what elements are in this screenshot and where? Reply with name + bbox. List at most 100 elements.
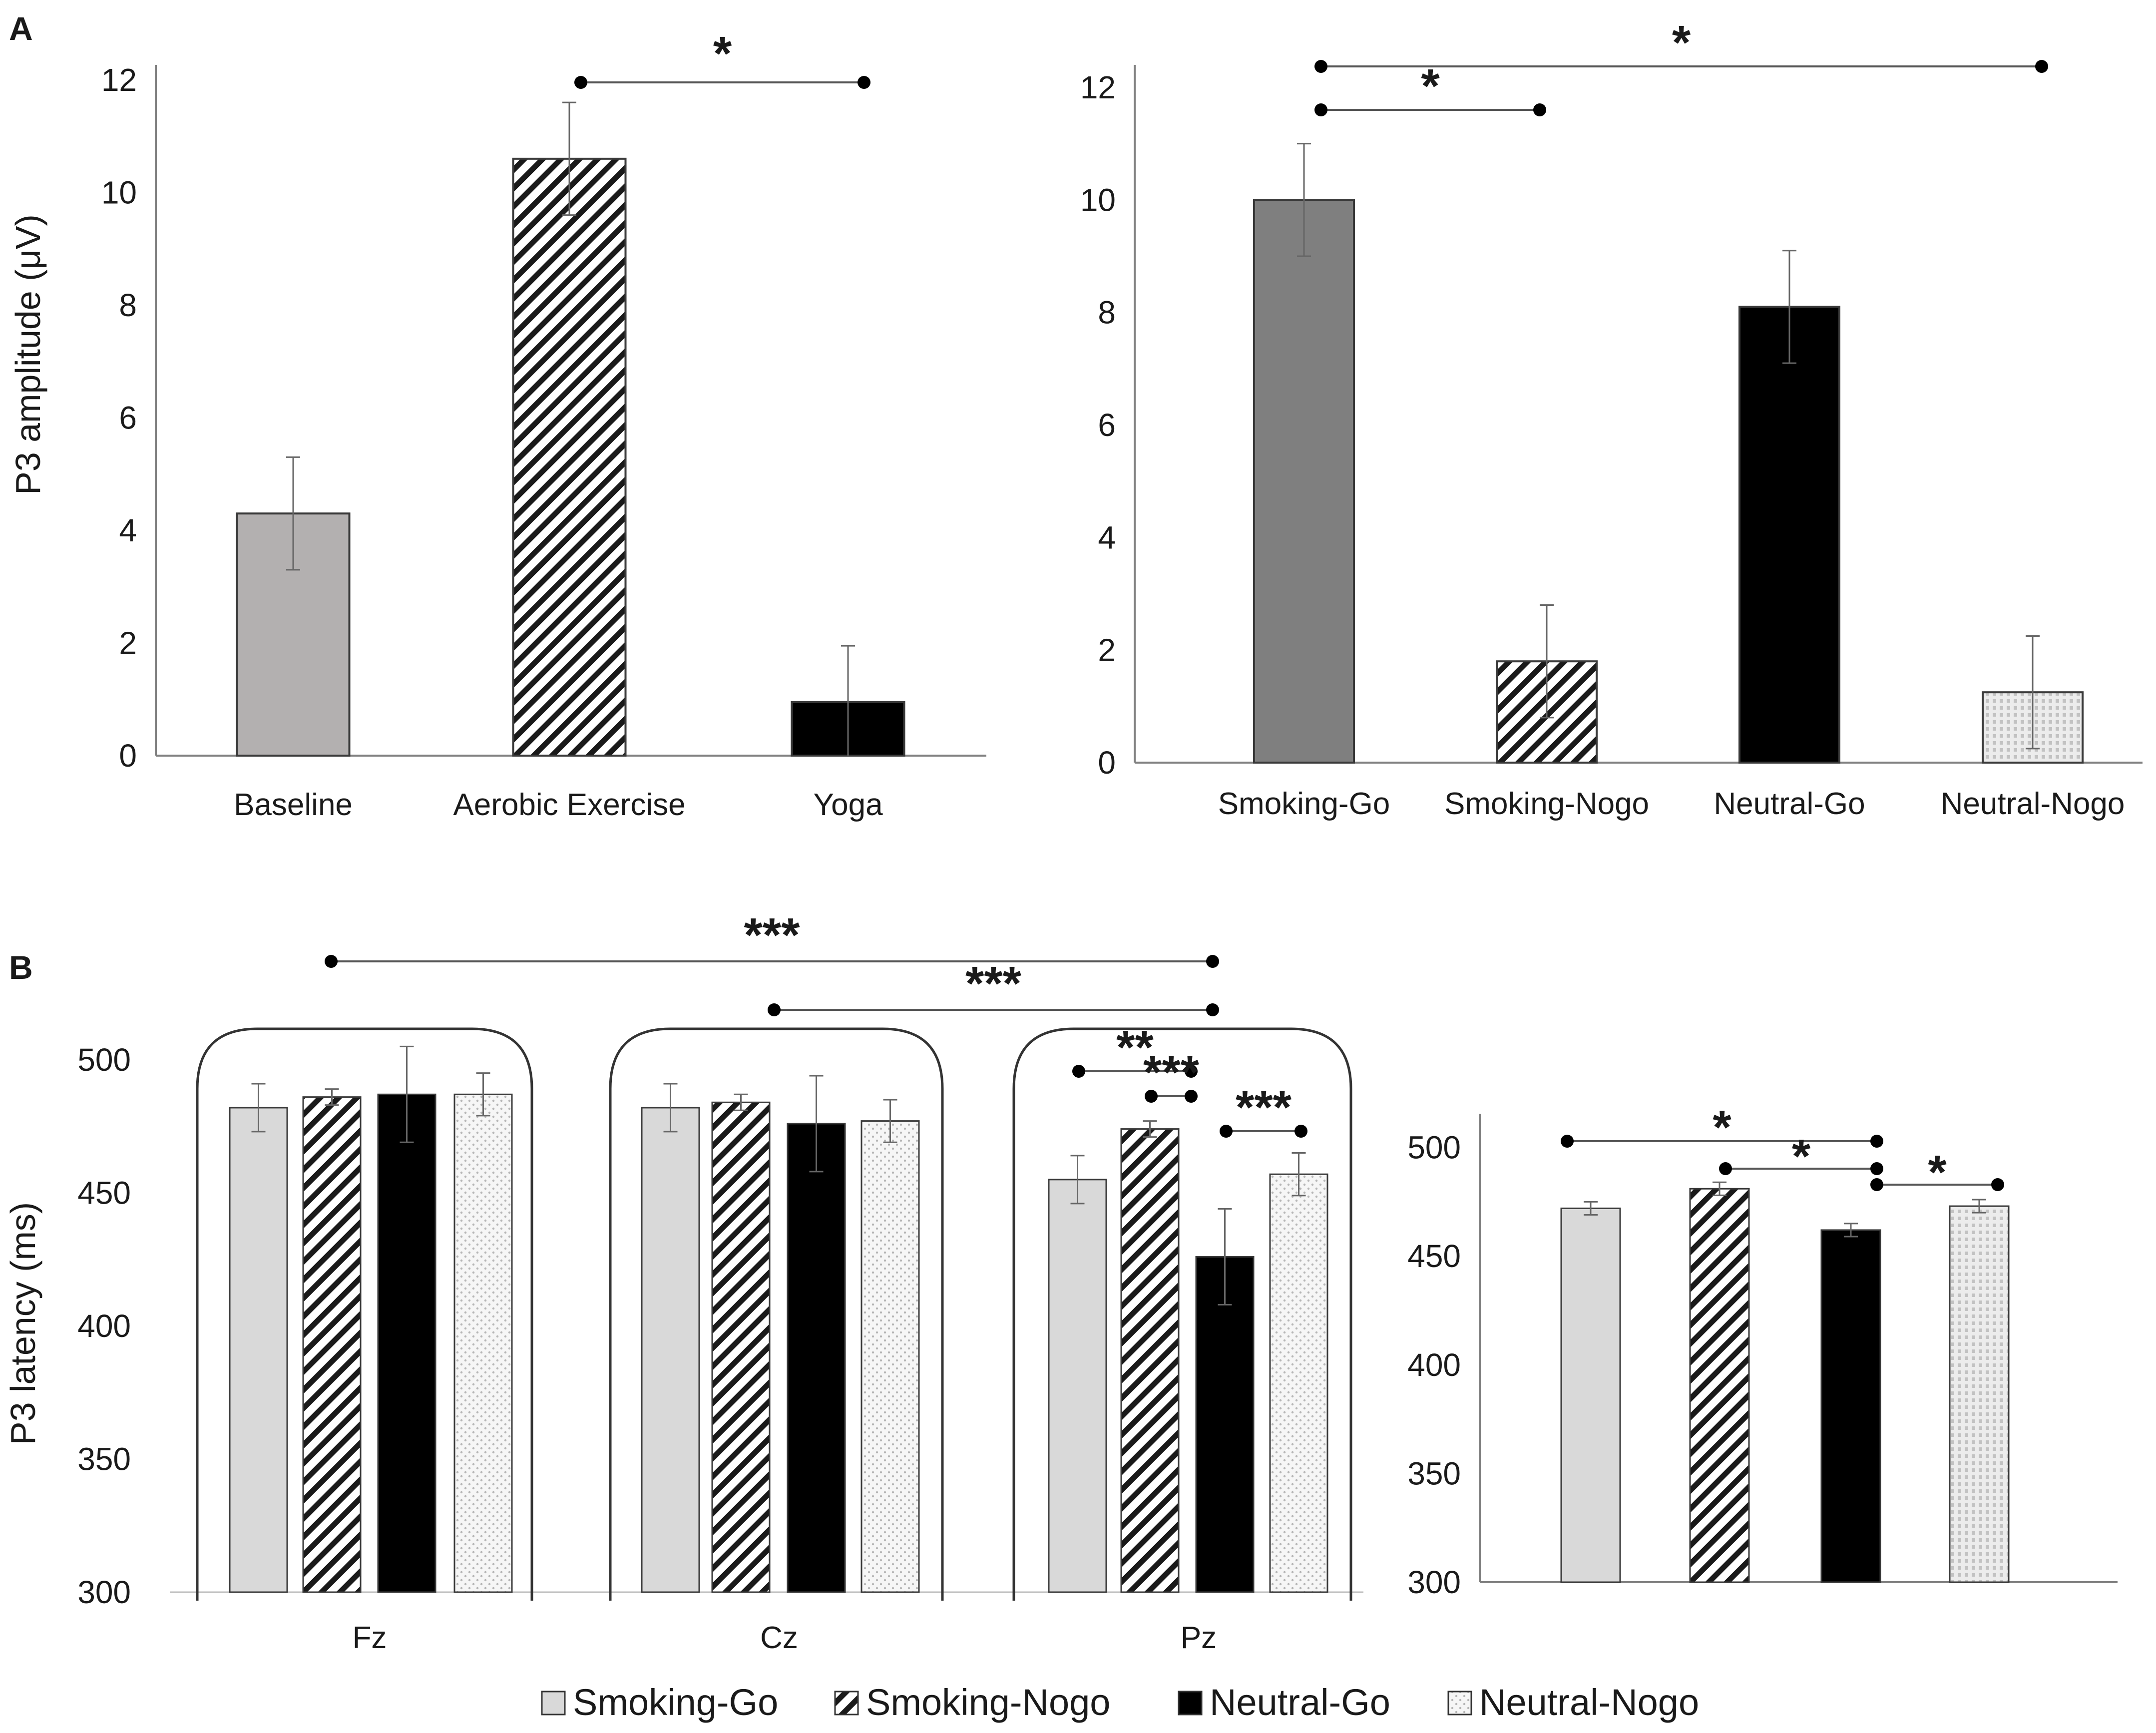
significance-endpoint <box>1991 1178 2004 1191</box>
bar-smoking-nogo-pz <box>1120 1128 1180 1593</box>
significance-label: * <box>1713 1101 1731 1154</box>
legend-label: Smoking-Go <box>573 1682 778 1723</box>
chart-a-right-amplitude-by-cue: 0 2 4 6 8 10 12 Smoking-Go Smoking-Nogo Neutral-G… <box>1080 16 2143 821</box>
y-tick-label: 400 <box>1407 1347 1461 1383</box>
y-tick-label: 450 <box>77 1175 131 1211</box>
y-tick-label: 6 <box>119 400 137 436</box>
y-tick-label: 10 <box>1080 182 1116 218</box>
legend: Smoking-Go Smoking-Nogo Neutral-Go Neutral-… <box>541 1682 1699 1723</box>
chart-b-left-y-label: P3 latency (ms) <box>3 1202 42 1445</box>
site-group-frame <box>196 1027 533 1601</box>
y-tick-label: 12 <box>101 62 137 98</box>
significance-endpoint <box>1220 1125 1233 1138</box>
significance-label: * <box>1672 16 1691 69</box>
y-tick-label: 0 <box>1098 745 1116 781</box>
significance-endpoint <box>1185 1065 1198 1078</box>
y-tick-label: 6 <box>1098 407 1116 443</box>
significance-endpoint <box>1206 955 1219 968</box>
bar-smoking-go <box>1253 199 1355 764</box>
x-category-label: Pz <box>1181 1621 1217 1655</box>
legend-label: Neutral-Go <box>1210 1682 1390 1723</box>
significance-endpoint <box>768 1003 781 1016</box>
significance-label: * <box>1928 1146 1947 1199</box>
bar-smoking-go <box>1560 1207 1621 1583</box>
site-group-frame <box>1012 1027 1352 1601</box>
x-category-label: Aerobic Exercise <box>453 788 685 822</box>
y-tick-label: 450 <box>1407 1238 1461 1274</box>
significance-label: ** <box>1116 1021 1154 1074</box>
significance-label: * <box>1421 59 1440 113</box>
significance-endpoint <box>1533 103 1546 116</box>
significance-endpoint <box>1185 1090 1198 1103</box>
significance-endpoint <box>1145 1090 1158 1103</box>
x-category-label: Smoking-Nogo <box>1444 787 1649 821</box>
y-tick-label: 2 <box>1098 632 1116 668</box>
x-category-label: Baseline <box>234 788 353 822</box>
significance-endpoint <box>1870 1178 1883 1191</box>
legend-swatch-neutral-nogo <box>1447 1691 1472 1716</box>
significance-endpoint <box>1314 103 1327 116</box>
bar-neutral-go <box>1738 306 1840 764</box>
x-category-label: Neutral-Go <box>1714 787 1865 821</box>
significance-label: *** <box>1236 1081 1292 1134</box>
significance-endpoint <box>325 955 338 968</box>
legend-swatch-neutral-go <box>1178 1691 1203 1716</box>
significance-label: *** <box>965 957 1022 1010</box>
chart-a-left-amplitude-by-condition: 0 2 4 6 8 10 12 Baseline Aerobic Exercise Yoga * <box>101 27 986 822</box>
bar-neutral-go-pz <box>1195 1256 1255 1593</box>
bar-neutral-go <box>1820 1229 1881 1583</box>
y-tick-label: 400 <box>77 1308 131 1344</box>
y-tick-label: 10 <box>101 175 137 211</box>
y-tick-label: 2 <box>119 625 137 661</box>
significance-endpoint <box>1870 1162 1883 1175</box>
significance-endpoint <box>1314 60 1327 73</box>
y-tick-label: 8 <box>1098 295 1116 331</box>
legend-swatch-smoking-go <box>541 1691 566 1716</box>
significance-label: *** <box>744 908 800 962</box>
y-tick-label: 0 <box>119 738 137 774</box>
significance-endpoint <box>1870 1135 1883 1148</box>
x-category-label: Smoking-Go <box>1218 787 1390 821</box>
significance-endpoint <box>858 76 870 89</box>
y-tick-label: 4 <box>1098 519 1116 555</box>
significance-endpoint <box>1072 1065 1085 1078</box>
panel-label-a: A <box>9 10 33 47</box>
bar-smoking-go-cz <box>641 1107 700 1593</box>
y-tick-label: 350 <box>77 1441 131 1477</box>
x-category-label: Neutral-Nogo <box>1941 787 2125 821</box>
bar-aerobic-exercise <box>512 157 627 757</box>
chart-b-right-latency-by-cue: 300 350 400 450 500 * * * <box>1407 1101 2118 1600</box>
y-tick-label: 12 <box>1080 69 1116 105</box>
x-category-label: Yoga <box>813 788 883 822</box>
bar-smoking-nogo-fz <box>302 1096 362 1593</box>
chart-a-left-y-label: P3 amplitude (μV) <box>8 214 47 495</box>
y-tick-label: 350 <box>1407 1455 1461 1491</box>
site-group-frame <box>609 1027 944 1601</box>
bar-neutral-nogo-cz <box>861 1120 920 1593</box>
legend-label: Neutral-Nogo <box>1479 1682 1699 1723</box>
significance-endpoint <box>1206 1003 1219 1016</box>
bar-neutral-go-fz <box>377 1093 436 1593</box>
bar-smoking-nogo-cz <box>711 1101 771 1593</box>
y-tick-label: 4 <box>119 512 137 548</box>
y-tick-label: 300 <box>1407 1564 1461 1600</box>
bar-smoking-go-pz <box>1048 1179 1107 1593</box>
y-tick-label: 500 <box>77 1042 131 1078</box>
bar-neutral-go-cz <box>787 1123 846 1593</box>
bar-smoking-go-fz <box>229 1107 288 1593</box>
significance-label: * <box>1792 1130 1811 1183</box>
significance-endpoint <box>574 76 587 89</box>
y-tick-label: 300 <box>77 1574 131 1610</box>
x-category-label: Cz <box>760 1621 798 1655</box>
bar-neutral-nogo-pz <box>1269 1173 1328 1593</box>
significance-endpoint <box>1561 1135 1574 1148</box>
significance-endpoint <box>1719 1162 1732 1175</box>
bar-smoking-nogo <box>1689 1188 1750 1583</box>
panel-label-b: B <box>9 949 33 986</box>
significance-endpoint <box>1294 1125 1307 1138</box>
x-category-label: Fz <box>353 1621 387 1655</box>
significance-label: *** <box>1143 1046 1200 1099</box>
y-tick-label: 500 <box>1407 1130 1461 1166</box>
